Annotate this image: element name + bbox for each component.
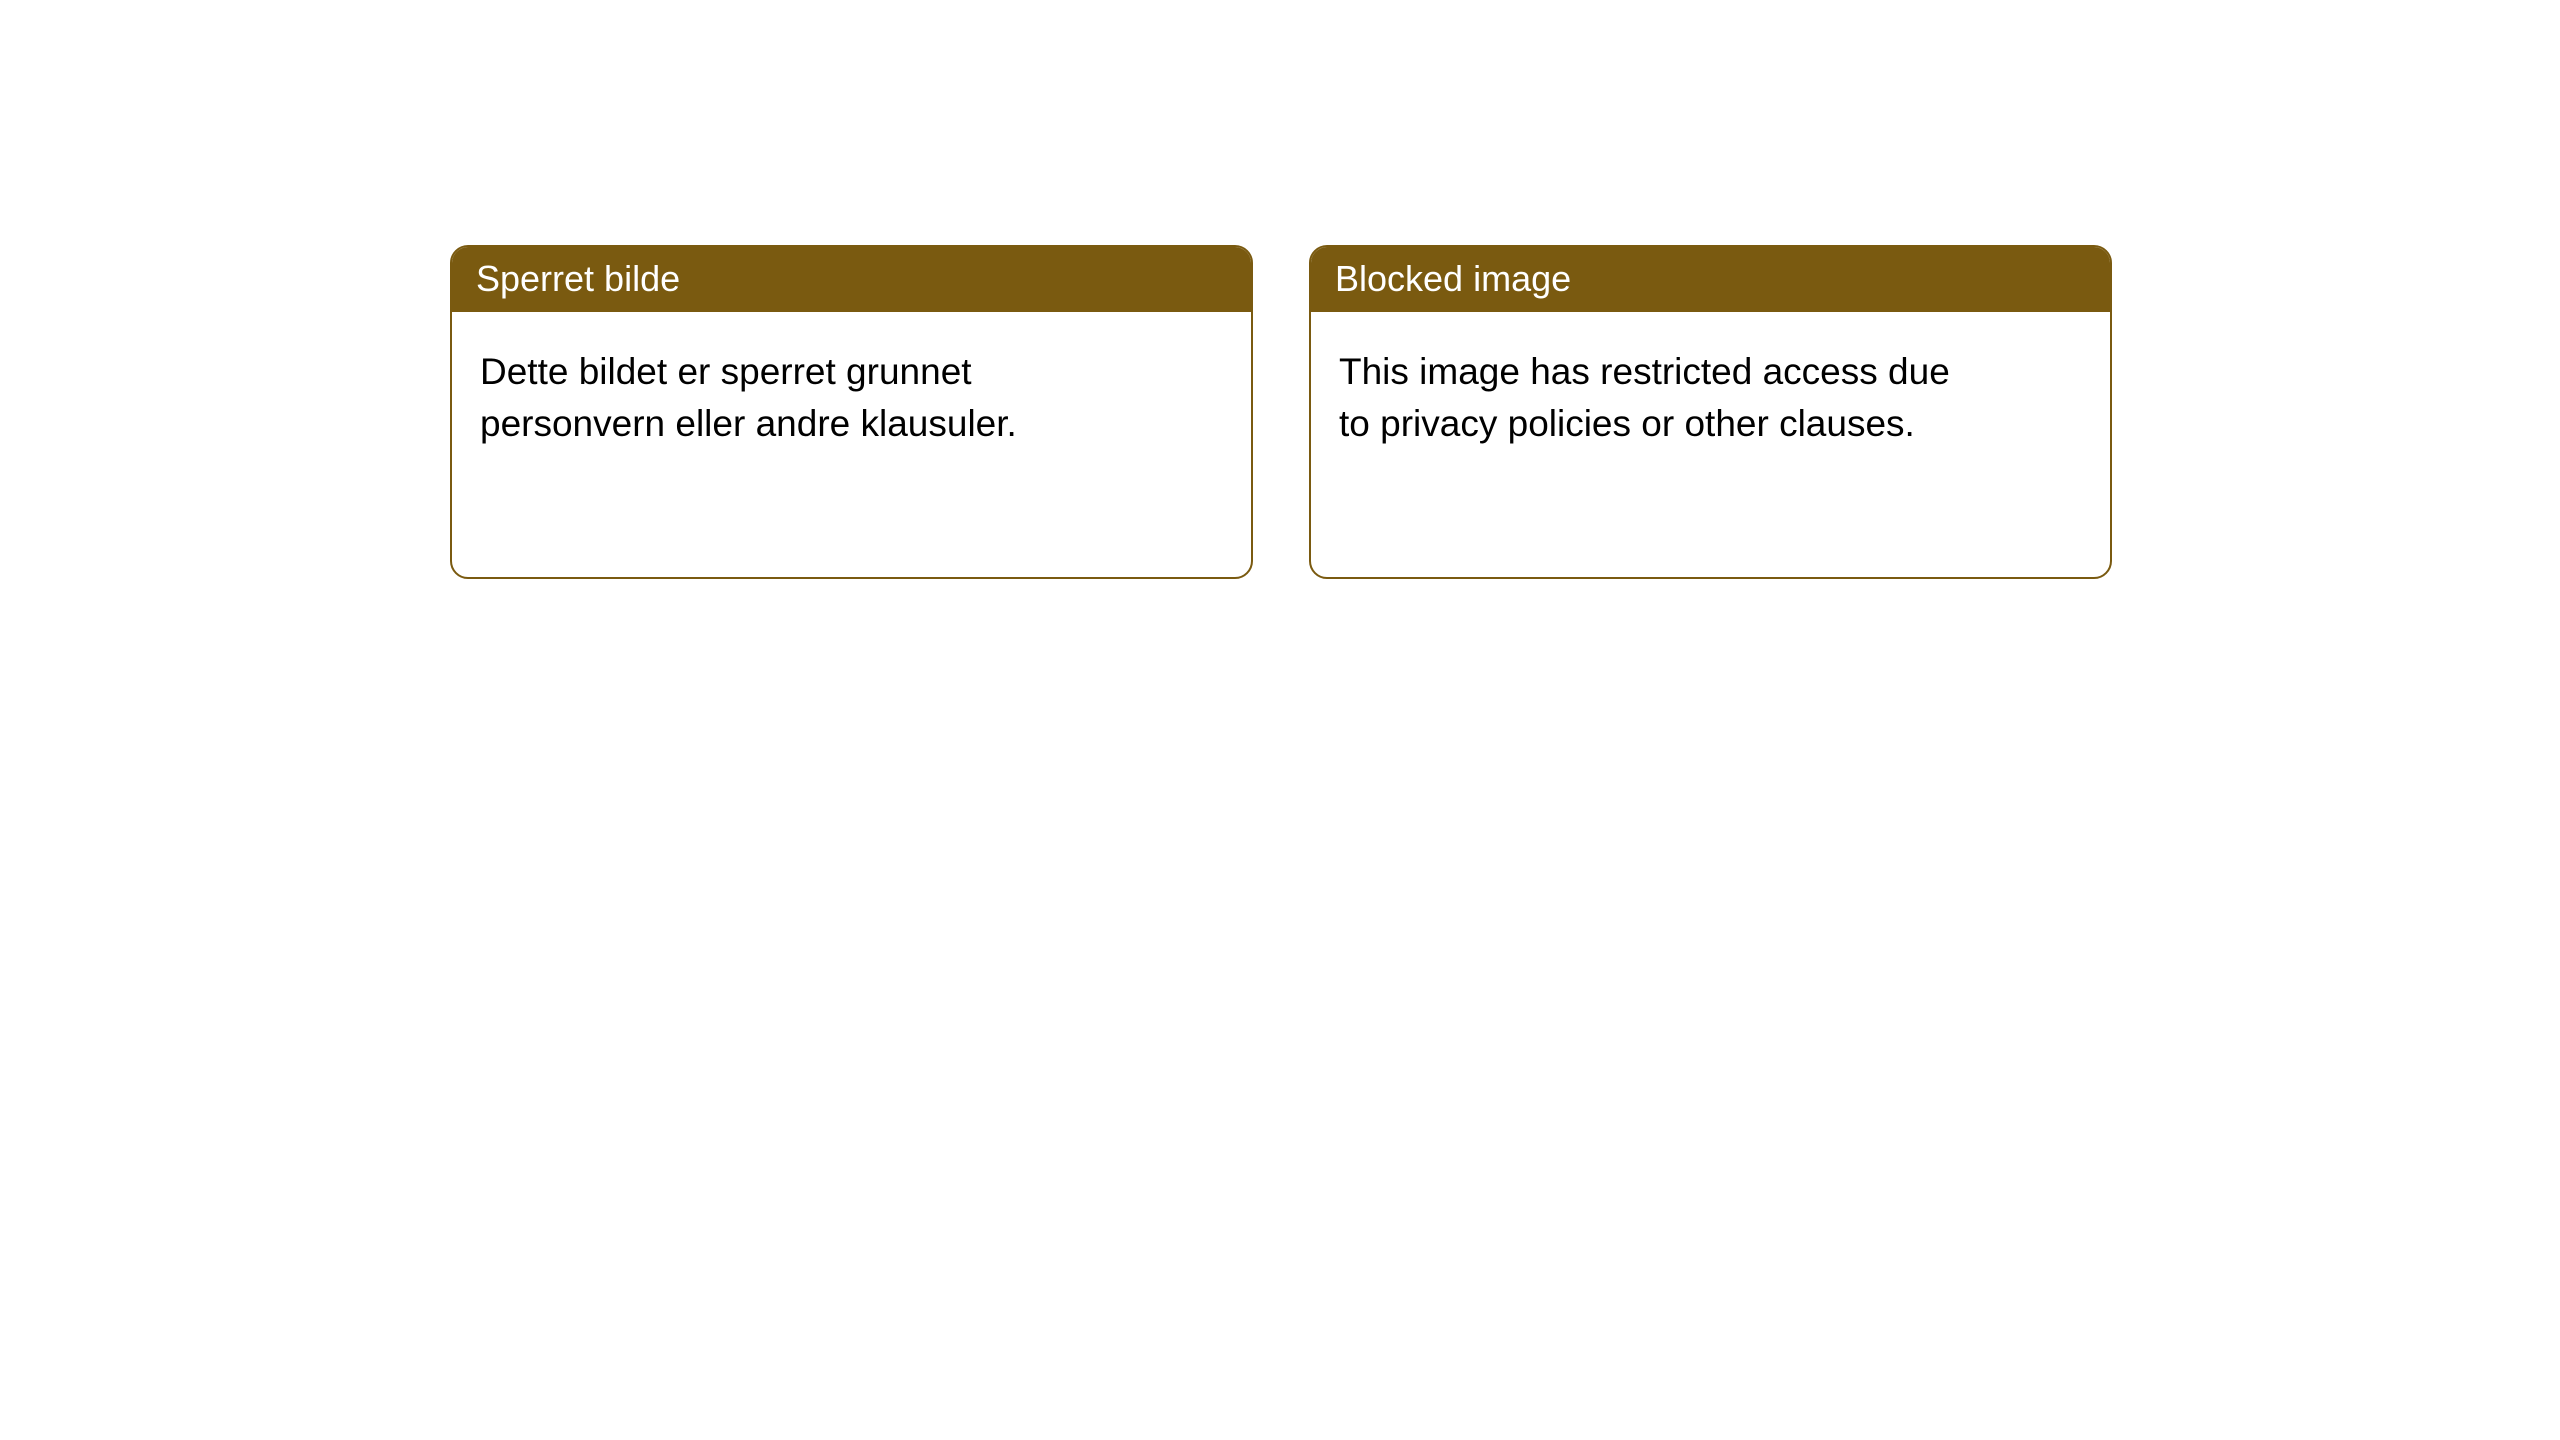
notice-box-en: Blocked image This image has restricted … <box>1309 245 2112 579</box>
notice-body-no: Dette bildet er sperret grunnet personve… <box>452 312 1132 484</box>
notice-header-no: Sperret bilde <box>452 247 1251 312</box>
notice-box-no: Sperret bilde Dette bildet er sperret gr… <box>450 245 1253 579</box>
notice-container: Sperret bilde Dette bildet er sperret gr… <box>0 0 2560 579</box>
notice-body-en: This image has restricted access due to … <box>1311 312 1991 484</box>
notice-header-en: Blocked image <box>1311 247 2110 312</box>
